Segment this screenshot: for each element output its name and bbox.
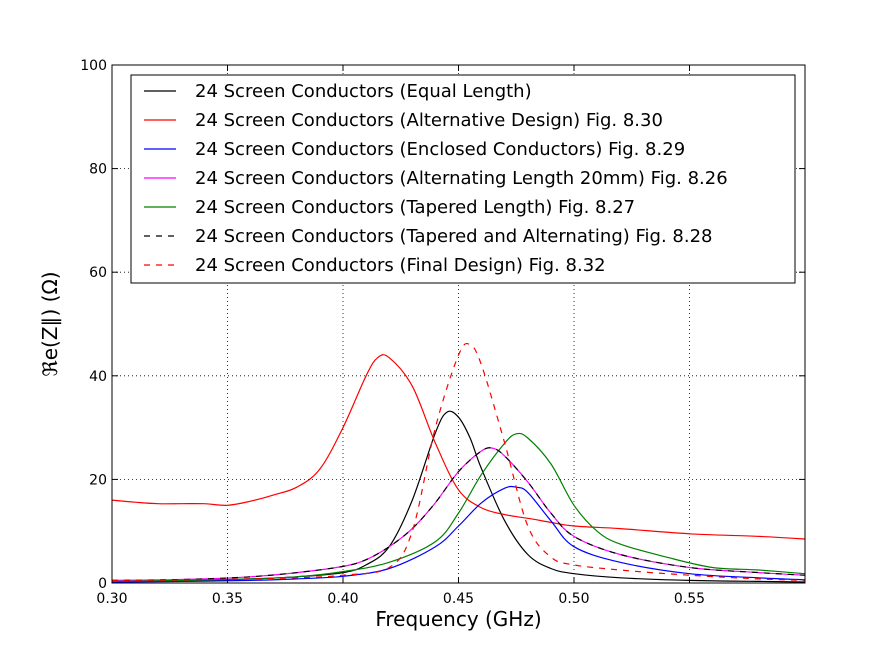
y-tick-label: 20 xyxy=(89,472,107,488)
x-tick-label: 0.35 xyxy=(212,591,243,607)
series-line-2 xyxy=(112,354,805,540)
series-line-6 xyxy=(112,447,805,581)
plot-lines xyxy=(112,343,805,583)
y-tick-label: 40 xyxy=(89,369,107,385)
legend: 24 Screen Conductors (Equal Length) 24 Sc… xyxy=(130,74,796,284)
y-tick-label: 0 xyxy=(98,576,107,592)
series-line-7 xyxy=(112,343,805,581)
series-line-5 xyxy=(112,432,805,582)
legend-label-7: 24 Screen Conductors (Final Design) Fig.… xyxy=(195,255,606,276)
legend-label-2: 24 Screen Conductors (Alternative Design… xyxy=(195,110,663,131)
legend-box xyxy=(130,74,796,284)
legend-label-4: 24 Screen Conductors (Alternating Length… xyxy=(195,168,728,189)
legend-label-1: 24 Screen Conductors (Equal Length) xyxy=(195,81,532,102)
legend-label-6: 24 Screen Conductors (Tapered and Altern… xyxy=(195,226,713,247)
axis-ticks: 0.30 0.35 0.40 0.45 0.50 0.55 0 20 40 60 80 100 xyxy=(80,58,805,607)
series-line-3 xyxy=(112,485,805,583)
x-tick-label: 0.55 xyxy=(674,591,705,607)
x-tick-label: 0.30 xyxy=(96,591,127,607)
x-tick-label: 0.40 xyxy=(327,591,358,607)
y-tick-label: 80 xyxy=(89,162,107,178)
x-tick-label: 0.50 xyxy=(558,591,589,607)
x-axis-label: Frequency (GHz) xyxy=(375,607,541,631)
x-tick-label: 0.45 xyxy=(443,591,474,607)
y-tick-label: 60 xyxy=(89,265,107,281)
y-axis-label: ℜe(Z∥) (Ω) xyxy=(38,271,62,376)
y-tick-label: 100 xyxy=(80,58,107,74)
legend-label-3: 24 Screen Conductors (Enclosed Conductor… xyxy=(195,139,685,160)
legend-label-5: 24 Screen Conductors (Tapered Length) Fi… xyxy=(195,197,635,218)
